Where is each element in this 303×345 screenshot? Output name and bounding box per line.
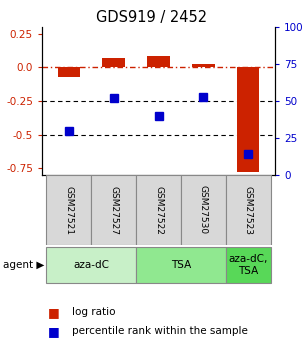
Text: GSM27521: GSM27521 — [64, 186, 73, 235]
Text: GSM27523: GSM27523 — [244, 186, 253, 235]
Text: GDS919 / 2452: GDS919 / 2452 — [96, 10, 207, 25]
Text: percentile rank within the sample: percentile rank within the sample — [72, 326, 248, 336]
Bar — [181, 175, 226, 245]
Bar — [237, 67, 259, 171]
Text: GSM27530: GSM27530 — [199, 186, 208, 235]
Bar — [91, 175, 136, 245]
Bar — [46, 247, 136, 283]
Text: aza-dC,
TSA: aza-dC, TSA — [228, 254, 268, 276]
Bar — [136, 247, 226, 283]
Text: TSA: TSA — [171, 260, 191, 270]
Bar — [226, 175, 271, 245]
Bar — [226, 247, 271, 283]
Text: GSM27527: GSM27527 — [109, 186, 118, 235]
Text: log ratio: log ratio — [72, 307, 116, 317]
Bar — [136, 175, 181, 245]
Text: ■: ■ — [48, 325, 60, 338]
Text: aza-dC: aza-dC — [73, 260, 109, 270]
Bar — [58, 67, 80, 77]
Bar — [102, 58, 125, 67]
Text: agent ▶: agent ▶ — [3, 260, 45, 270]
Bar — [46, 175, 91, 245]
Bar — [192, 63, 215, 67]
Bar — [147, 56, 170, 67]
Text: ■: ■ — [48, 306, 60, 319]
Text: GSM27522: GSM27522 — [154, 186, 163, 235]
